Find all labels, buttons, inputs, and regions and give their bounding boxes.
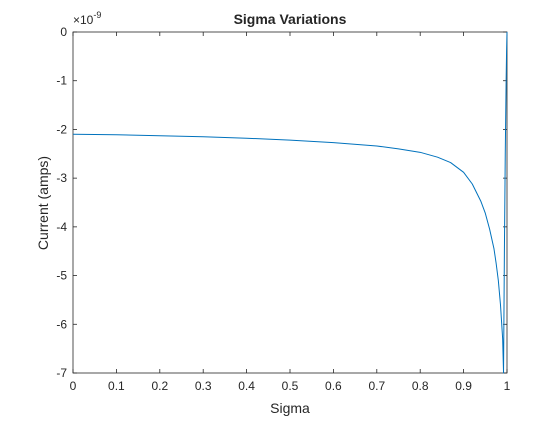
y-ticks: 0 -1 -2 -3 -4 -5 -6 -7 [56,25,507,380]
x-tick-label: 0.7 [368,379,385,393]
y-tick-label: -5 [56,269,67,283]
x-axis-label: Sigma [270,400,310,416]
y-tick-label: -3 [56,171,67,185]
y-exponent-label: ×10-9 [73,10,101,27]
y-tick-label: 0 [60,25,67,39]
y-exponent-base: ×10 [73,13,94,27]
x-tick-label: 0.1 [108,379,125,393]
x-tick-label: 0.3 [195,379,212,393]
x-tick-label: 0.9 [455,379,472,393]
y-tick-label: -1 [56,74,67,88]
y-exponent-power: -9 [93,10,101,20]
series-layer [72,31,508,374]
chart-title: Sigma Variations [234,11,347,27]
x-tick-label: 1 [504,379,511,393]
x-tick-label: 0.2 [151,379,168,393]
x-tick-label: 0.6 [325,379,342,393]
x-tick-label: 0.4 [238,379,255,393]
y-tick-label: -7 [56,366,67,380]
x-tick-label: 0.5 [282,379,299,393]
y-tick-label: -2 [56,122,67,136]
series-line [72,31,508,374]
x-ticks: 0 0.1 0.2 0.3 0.4 0.5 0.6 0.7 0.8 0.9 1 [70,32,511,393]
y-axis-label: Current (amps) [35,156,51,250]
x-tick-label: 0 [70,379,77,393]
y-tick-label: -6 [56,317,67,331]
axes-box [72,31,508,374]
y-tick-label: -4 [56,220,67,234]
x-tick-label: 0.8 [412,379,429,393]
